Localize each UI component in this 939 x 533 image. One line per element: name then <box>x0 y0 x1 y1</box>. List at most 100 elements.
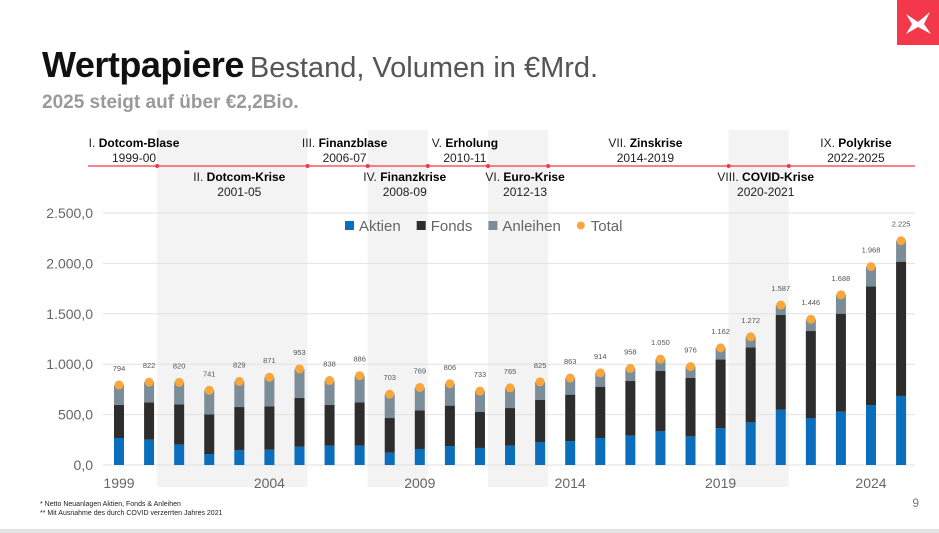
total-point <box>686 362 696 372</box>
total-point <box>595 368 605 378</box>
period-name: Euro-Krise <box>503 170 565 184</box>
bar-fonds <box>204 414 215 455</box>
bar-aktien <box>174 444 185 465</box>
bar-anleihen <box>685 366 696 379</box>
period-number: IV. <box>363 170 377 184</box>
period-years: 2010-11 <box>443 151 487 165</box>
bar-aktien <box>685 436 696 465</box>
bar-fonds <box>144 402 155 440</box>
data-label: 741 <box>203 369 216 378</box>
period-label: VII. Zinskrise 2014-2019 <box>608 136 682 166</box>
data-label: 703 <box>383 373 396 382</box>
data-label: 863 <box>564 357 577 366</box>
bar-anleihen <box>565 378 576 395</box>
x-tick-label: 2024 <box>855 475 886 491</box>
bar-anleihen <box>535 381 546 400</box>
bar-anleihen <box>595 372 606 387</box>
bar-aktien <box>264 449 275 465</box>
period-label: VIII. COVID-Krise 2020-2021 <box>717 170 814 200</box>
bar-fonds <box>174 404 185 445</box>
bar-anleihen <box>655 359 666 371</box>
data-label: 871 <box>263 356 276 365</box>
total-point <box>866 262 876 272</box>
bar-aktien <box>625 435 636 465</box>
total-point <box>716 343 726 353</box>
total-point <box>896 236 906 246</box>
bar-fonds <box>866 286 876 406</box>
bar-aktien <box>204 454 215 465</box>
data-label: 2.225 <box>892 220 911 229</box>
bar-aktien <box>595 437 606 465</box>
period-name: COVID-Krise <box>742 170 815 184</box>
y-tick-label: 0,0 <box>74 457 94 473</box>
data-label: 1.688 <box>832 274 851 283</box>
total-point <box>204 385 214 395</box>
bar-anleihen <box>324 380 335 406</box>
footnote: ** Mit Ausnahme des durch COVID verzerrt… <box>40 510 223 517</box>
bar-aktien <box>474 447 485 465</box>
bar-anleihen <box>505 387 516 409</box>
total-point <box>415 382 425 392</box>
data-label: 733 <box>474 370 487 379</box>
bar-aktien <box>114 437 124 465</box>
bar-anleihen <box>715 347 726 360</box>
title-light: Bestand, Volumen in €Mrd. <box>249 52 599 84</box>
brand-logo <box>897 0 939 45</box>
bar-anleihen <box>294 368 305 398</box>
y-tick-label: 1.500,0 <box>46 306 93 322</box>
total-point <box>325 376 335 386</box>
period-name: Zinskrise <box>629 136 683 150</box>
title-bold: Wertpapiere <box>42 44 244 85</box>
total-point <box>625 363 635 373</box>
bar-anleihen <box>474 391 485 412</box>
bar-fonds <box>595 386 606 438</box>
timeline-dot <box>155 164 160 168</box>
bar-fonds <box>324 405 335 446</box>
period-label: V. Erholung 2010-11 <box>432 136 498 166</box>
period-number: IX. <box>820 136 835 150</box>
page-title: Wertpapiere Bestand, Volumen in €Mrd. <box>42 44 598 86</box>
data-label: 806 <box>444 363 457 372</box>
data-label: 820 <box>173 361 186 370</box>
bar-anleihen <box>174 382 185 405</box>
bar-anleihen <box>414 387 425 411</box>
timeline-dot <box>365 164 370 168</box>
period-label: IX. Polykrise 2022-2025 <box>820 136 891 166</box>
bar-anleihen <box>775 305 786 316</box>
total-point <box>535 377 545 387</box>
x-tick-label: 1999 <box>103 475 134 491</box>
total-point <box>746 332 756 342</box>
total-point <box>144 377 154 387</box>
data-label: 958 <box>624 347 637 356</box>
bar-fonds <box>565 394 576 442</box>
legend-swatch <box>488 221 498 230</box>
period-name: Dotcom-Blase <box>98 136 180 150</box>
bar-aktien <box>294 446 305 465</box>
y-tick-label: 2.500,0 <box>46 205 93 221</box>
bar-aktien <box>805 418 816 465</box>
data-label: 1.587 <box>771 284 790 293</box>
legend-swatch <box>345 221 354 230</box>
bar-fonds <box>775 315 786 410</box>
legend-label: Aktien <box>359 218 401 235</box>
period-name: Finanzblase <box>318 136 388 150</box>
period-years: 1999-00 <box>112 151 157 165</box>
data-label: 1.446 <box>801 298 820 307</box>
bar-anleihen <box>264 377 275 407</box>
bar-anleihen <box>354 375 365 403</box>
total-point <box>355 371 365 381</box>
total-point <box>806 314 816 324</box>
data-label: 1.272 <box>741 316 760 325</box>
period-number: III. <box>301 136 316 150</box>
total-point <box>114 380 124 390</box>
data-label: 976 <box>684 346 697 355</box>
y-tick-label: 500,0 <box>58 407 93 423</box>
period-years: 2014-2019 <box>616 151 675 165</box>
period-years: 2020-2021 <box>737 185 795 199</box>
bar-anleihen <box>114 384 124 406</box>
x-tick-label: 2014 <box>555 475 586 491</box>
data-label: 838 <box>323 360 336 369</box>
x-tick-label: 2004 <box>254 475 285 491</box>
timeline-dot <box>786 164 791 168</box>
